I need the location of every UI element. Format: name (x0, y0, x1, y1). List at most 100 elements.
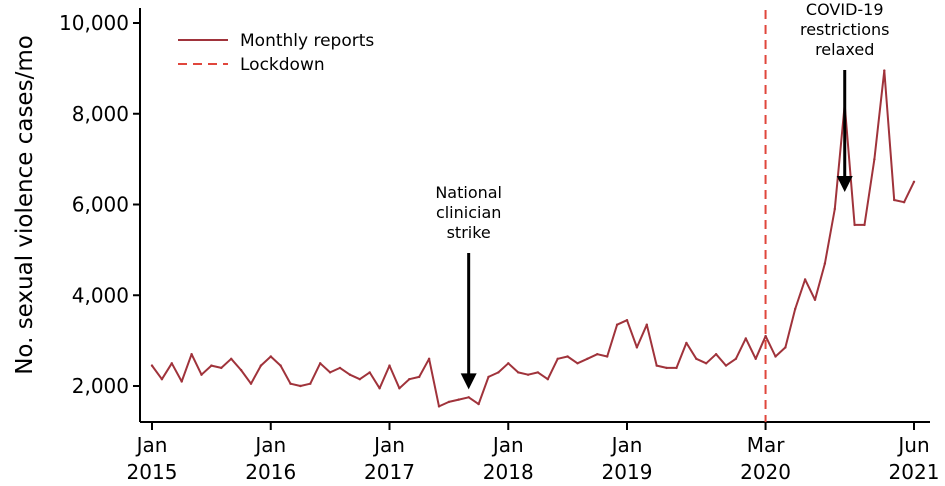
legend: Monthly reports Lockdown (178, 31, 374, 75)
data-point (606, 355, 609, 358)
data-point (705, 362, 708, 365)
data-point (200, 373, 203, 376)
data-point (348, 373, 352, 376)
data-point (338, 366, 342, 370)
data-point (487, 375, 490, 379)
data-point (566, 355, 569, 358)
data-point (823, 262, 827, 265)
x-tick-month-label: Mar (747, 433, 786, 457)
data-point (368, 371, 371, 374)
data-point (576, 362, 579, 365)
data-point (863, 223, 866, 227)
data-point (180, 380, 183, 383)
annotation-text: relaxed (815, 40, 874, 59)
data-point (536, 371, 540, 374)
series-line-monthly-reports (151, 69, 915, 408)
data-point (813, 298, 817, 301)
x-tick-month-label: Jan (610, 433, 643, 457)
x-tick-year-label: 2016 (245, 460, 296, 484)
data-point (427, 357, 431, 360)
data-point (289, 382, 292, 385)
data-point (853, 223, 856, 227)
x-tick-month-label: Jan (253, 433, 286, 457)
y-tick-label: 10,000 (59, 11, 129, 35)
legend-label: Lockdown (240, 55, 325, 75)
data-point (596, 353, 599, 356)
data-point (675, 366, 678, 370)
y-axis-title: No. sexual violence cases/mo (12, 35, 38, 375)
x-tick-year-label: 2018 (483, 460, 534, 484)
data-point (358, 378, 361, 381)
data-point (220, 366, 223, 370)
data-point (794, 307, 797, 311)
data-point (418, 375, 421, 379)
legend-label: Monthly reports (240, 31, 374, 51)
data-point (309, 382, 312, 385)
data-point (714, 353, 718, 356)
data-point (150, 364, 154, 367)
data-point (754, 357, 757, 360)
data-point (190, 353, 193, 356)
data-point (586, 357, 589, 360)
data-point (873, 157, 876, 161)
annotation-arrow-head (836, 175, 853, 192)
data-point (734, 357, 738, 360)
data-point (764, 334, 767, 338)
y-tick-label: 6,000 (72, 193, 129, 217)
data-point (299, 384, 302, 388)
data-point (328, 371, 332, 374)
data-point (635, 346, 639, 349)
data-point (665, 366, 668, 370)
x-tick-month-label: Jan (372, 433, 405, 457)
data-point (259, 364, 263, 367)
data-point (556, 357, 559, 360)
data-point (526, 373, 530, 376)
data-point (655, 364, 658, 367)
data-point (893, 198, 896, 202)
data-point (447, 400, 451, 404)
annotation-text: COVID-19 (806, 0, 884, 19)
series-layer (150, 69, 916, 408)
data-point (249, 382, 253, 385)
annotation-text: restrictions (800, 20, 889, 39)
data-point (170, 362, 173, 365)
data-point (230, 357, 233, 360)
data-point (615, 323, 619, 326)
data-point (517, 371, 520, 374)
data-point (210, 364, 213, 367)
annotation-text: National (435, 183, 502, 202)
x-tick-month-label: Jan (135, 433, 168, 457)
x-tick-month-label: Jan (491, 433, 524, 457)
annotation-text: clinician (436, 203, 501, 222)
data-point (269, 355, 272, 358)
data-point (160, 378, 164, 381)
y-tick-label: 8,000 (72, 102, 129, 126)
data-point (408, 378, 411, 381)
annotation-text: strike (447, 223, 491, 242)
data-point (319, 362, 322, 365)
data-point (507, 362, 510, 365)
x-tick-year-label: 2020 (740, 460, 791, 484)
data-point (744, 337, 747, 340)
data-point (497, 371, 500, 374)
x-axis: Jan 2015 Jan 2016 Jan 2017 Jan 2018 Jan 2019 Mar 20… (127, 421, 939, 484)
data-point (645, 323, 648, 326)
y-tick-label: 2,000 (72, 374, 129, 398)
data-point (457, 398, 460, 401)
y-axis: 2,000 4,000 6,000 8,000 10,000 (59, 8, 141, 422)
data-point (279, 364, 282, 367)
data-point (239, 368, 243, 372)
data-point (467, 396, 470, 399)
x-tick-year-label: 2015 (127, 460, 178, 484)
data-point (378, 387, 381, 390)
data-point (833, 207, 836, 211)
data-point (803, 278, 807, 281)
data-point (437, 405, 441, 408)
data-point (625, 319, 629, 322)
data-point (724, 364, 728, 367)
data-point (477, 402, 480, 406)
x-tick-year-label: 2019 (602, 460, 653, 484)
data-point (902, 201, 906, 204)
